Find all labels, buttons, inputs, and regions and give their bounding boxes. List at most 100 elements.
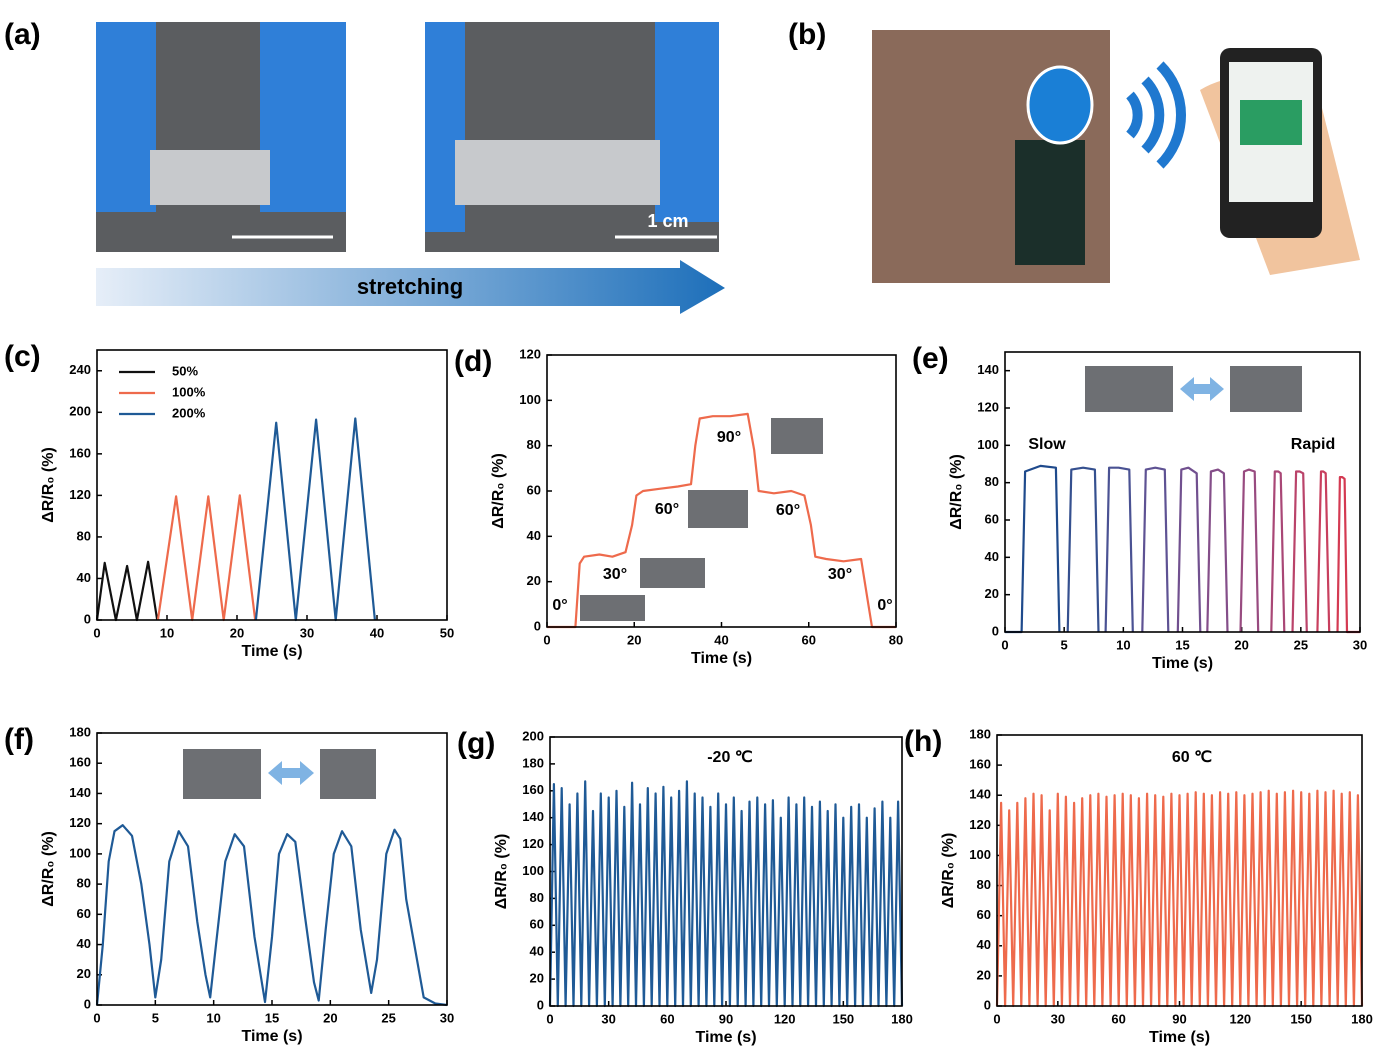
y-tick-label: 100: [969, 847, 991, 862]
y-tick-label: 120: [69, 487, 91, 502]
data-line: [97, 562, 157, 620]
y-tick-label: 60: [530, 917, 544, 932]
double-arrow: [1180, 377, 1224, 401]
y-tick-label: 140: [69, 785, 91, 800]
y-tick-label: 200: [69, 404, 91, 419]
y-tick-label: 0: [534, 618, 541, 633]
x-tick-label: 60: [802, 632, 816, 647]
x-axis-label: Time (s): [691, 650, 752, 667]
x-tick-label: 30: [1353, 637, 1367, 652]
photo: [183, 749, 261, 799]
y-tick-label: 120: [522, 836, 544, 851]
data-line: [1241, 470, 1259, 632]
x-tick-label: 0: [546, 1011, 553, 1026]
sensor: [455, 140, 660, 205]
annotation: 0°: [552, 597, 567, 614]
y-tick-label: 60: [977, 907, 991, 922]
x-tick-label: 50: [440, 625, 454, 640]
photo: [580, 595, 645, 621]
y-tick-label: 180: [522, 755, 544, 770]
annotation: -20 ℃: [707, 749, 753, 766]
y-tick-label: 20: [977, 967, 991, 982]
photo: [1230, 366, 1302, 412]
y-tick-label: 80: [77, 876, 91, 891]
data-line: [1142, 468, 1168, 632]
x-axis-label: Time (s): [241, 1028, 302, 1045]
data-line: [256, 419, 375, 621]
legend-label: 100%: [172, 384, 206, 399]
data-line: [1106, 468, 1133, 632]
photo: [771, 418, 823, 454]
x-tick-label: 60: [660, 1011, 674, 1026]
data-line: [1293, 472, 1307, 633]
y-axis-label: ΔR/R₀ (%): [40, 831, 57, 907]
x-tick-label: 120: [1229, 1011, 1251, 1026]
arrow-text: stretching: [357, 274, 463, 299]
y-tick-label: 60: [527, 482, 541, 497]
x-tick-label: 20: [1234, 637, 1248, 652]
y-tick-label: 80: [77, 528, 91, 543]
y-tick-label: 100: [522, 863, 544, 878]
y-tick-label: 80: [985, 474, 999, 489]
double-arrow: [268, 761, 314, 785]
x-axis-label: Time (s): [695, 1029, 756, 1046]
x-tick-label: 15: [1175, 637, 1189, 652]
x-tick-label: 40: [714, 632, 728, 647]
x-tick-label: 20: [627, 632, 641, 647]
x-axis-label: Time (s): [1149, 1029, 1210, 1046]
x-tick-label: 180: [891, 1011, 913, 1026]
x-tick-label: 30: [300, 625, 314, 640]
x-tick-label: 25: [381, 1010, 395, 1025]
panel-label: (a): [4, 18, 41, 51]
x-tick-label: 20: [323, 1010, 337, 1025]
x-tick-label: 5: [1061, 637, 1068, 652]
x-tick-label: 15: [265, 1010, 279, 1025]
annotation: 60°: [655, 501, 679, 518]
y-tick-label: 140: [977, 362, 999, 377]
x-tick-label: 120: [774, 1011, 796, 1026]
y-tick-label: 0: [537, 997, 544, 1012]
phone-graph: [1240, 100, 1302, 145]
x-tick-label: 20: [230, 625, 244, 640]
data-line: [1317, 472, 1329, 633]
y-axis-label: ΔR/R₀ (%): [948, 454, 965, 530]
y-tick-label: 0: [84, 996, 91, 1011]
y-tick-label: 160: [69, 445, 91, 460]
x-tick-label: 40: [370, 625, 384, 640]
data-line: [1271, 472, 1284, 633]
y-tick-label: 80: [977, 877, 991, 892]
x-tick-label: 60: [1111, 1011, 1125, 1026]
photo: [640, 558, 705, 588]
y-tick-label: 180: [69, 724, 91, 739]
annotation: Rapid: [1291, 436, 1335, 453]
y-axis-label: ΔR/R₀ (%): [490, 453, 507, 529]
x-axis-label: Time (s): [241, 643, 302, 660]
annotation: 60 ℃: [1172, 749, 1212, 766]
x-tick-label: 30: [601, 1011, 615, 1026]
y-tick-label: 140: [969, 787, 991, 802]
x-tick-label: 180: [1351, 1011, 1373, 1026]
glove: [260, 22, 346, 212]
data-line: [97, 825, 447, 1005]
annotation: 60°: [776, 502, 800, 519]
annotation: Slow: [1028, 436, 1066, 453]
x-tick-label: 0: [1001, 637, 1008, 652]
annotation: 30°: [828, 566, 852, 583]
y-axis-label: ΔR/R₀ (%): [40, 447, 57, 523]
y-tick-label: 0: [984, 997, 991, 1012]
scale-text: 1 cm: [647, 211, 688, 231]
panel-label: (d): [454, 345, 492, 378]
y-tick-label: 20: [530, 971, 544, 986]
y-tick-label: 40: [985, 549, 999, 564]
panel-label: (c): [4, 340, 41, 373]
x-tick-label: 0: [543, 632, 550, 647]
panel-label: (h): [904, 725, 942, 758]
y-tick-label: 120: [519, 346, 541, 361]
x-tick-label: 10: [1116, 637, 1130, 652]
data-line: [1068, 468, 1099, 632]
x-tick-label: 10: [206, 1010, 220, 1025]
y-tick-label: 20: [527, 573, 541, 588]
y-tick-label: 40: [527, 528, 541, 543]
x-tick-label: 25: [1294, 637, 1308, 652]
plot-frame: [97, 350, 447, 620]
